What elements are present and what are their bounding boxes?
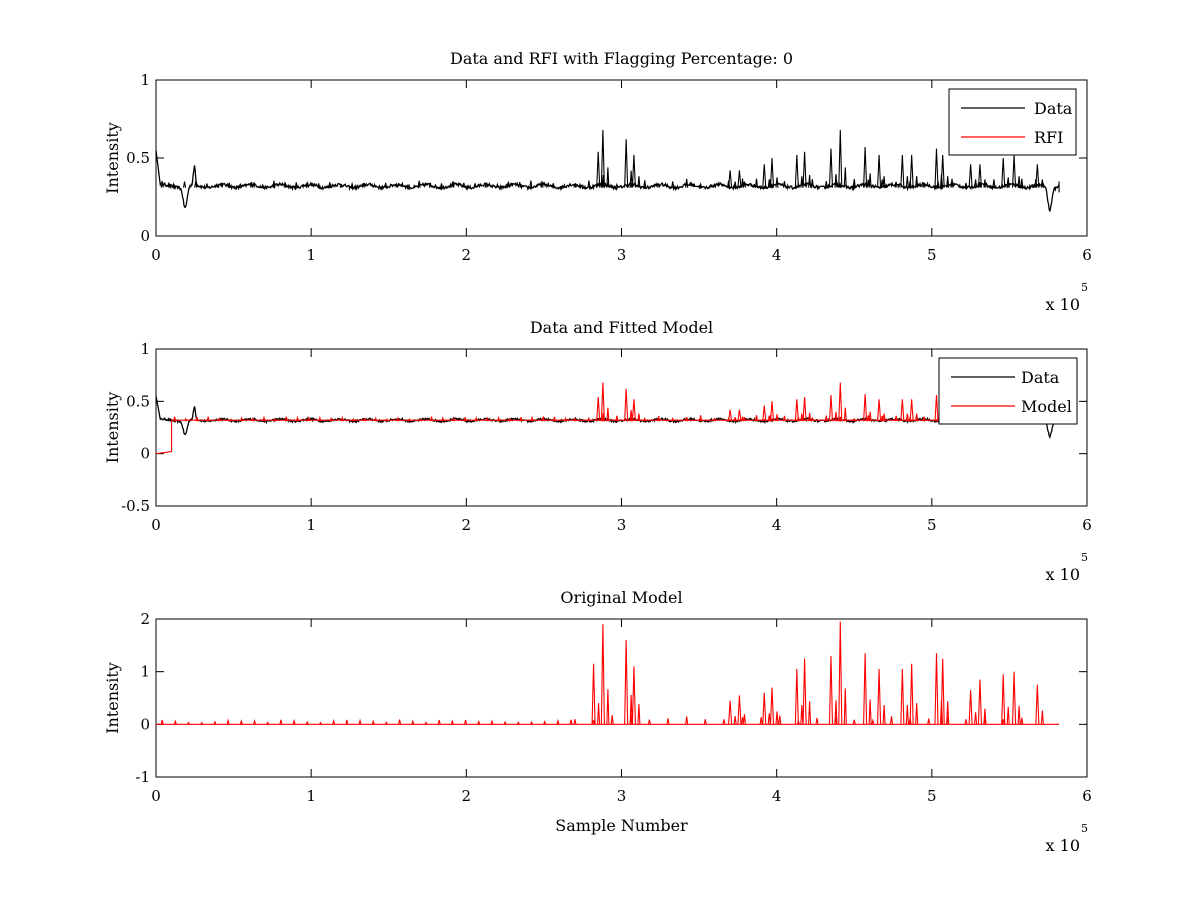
x-axis-label: Sample Number xyxy=(555,816,688,835)
x-tick-label: 2 xyxy=(462,246,472,264)
y-tick-label: 1 xyxy=(140,340,150,358)
plot-lines xyxy=(156,129,1060,212)
x-tick-label: 0 xyxy=(151,516,161,534)
legend: Data Model xyxy=(938,357,1078,425)
x-tick-label: 6 xyxy=(1082,787,1092,805)
x-tick-label: 4 xyxy=(772,516,782,534)
x-tick-label: 1 xyxy=(306,787,316,805)
y-axis-label: Intensity xyxy=(103,392,122,464)
series-original-model-line xyxy=(156,621,1060,725)
legend-label: Model xyxy=(1021,397,1072,416)
legend-label: Data xyxy=(1021,368,1060,387)
legend: Data RFI xyxy=(948,88,1077,156)
x-axis-exponent: x 10 xyxy=(1046,565,1080,584)
x-tick-label: 2 xyxy=(462,787,472,805)
x-tick-label: 3 xyxy=(617,246,627,264)
y-axis-label: Intensity xyxy=(103,662,122,734)
x-tick-label: 5 xyxy=(927,516,937,534)
x-tick-label: 0 xyxy=(151,246,161,264)
y-tick-label: 1 xyxy=(140,71,150,89)
x-axis-exponent-power: 5 xyxy=(1081,281,1088,294)
y-tick-label: 0.5 xyxy=(126,392,150,410)
subplot-data-and-rfi: Data and RFI with Flagging Percentage: 0… xyxy=(103,49,1092,314)
legend-label: Data xyxy=(1034,99,1073,118)
y-tick-label: 0.5 xyxy=(126,149,150,167)
y-tick-label: -0.5 xyxy=(121,497,150,515)
x-tick-label: 3 xyxy=(617,787,627,805)
x-axis-exponent: x 10 xyxy=(1046,295,1080,314)
x-tick-label: 2 xyxy=(462,516,472,534)
x-axis-exponent-power: 5 xyxy=(1081,551,1088,564)
plot-lines xyxy=(156,621,1060,725)
y-tick-label: 1 xyxy=(140,663,150,681)
plot-lines xyxy=(156,382,1060,455)
x-tick-label: 6 xyxy=(1082,516,1092,534)
plot-area-frame xyxy=(155,79,1088,237)
y-tick-label: 0 xyxy=(140,445,150,463)
x-tick-label: 4 xyxy=(772,787,782,805)
x-tick-label: 0 xyxy=(151,787,161,805)
series-model-line xyxy=(156,382,1060,455)
series-data-peaks xyxy=(160,129,1060,193)
x-tick-label: 1 xyxy=(306,246,316,264)
legend-label: RFI xyxy=(1034,128,1063,147)
x-axis-exponent-power: 5 xyxy=(1081,822,1088,835)
x-tick-label: 4 xyxy=(772,246,782,264)
x-tick-label: 5 xyxy=(927,246,937,264)
chart-title: Data and Fitted Model xyxy=(530,318,713,337)
y-tick-label: -1 xyxy=(135,768,150,786)
y-tick-label: 0 xyxy=(140,227,150,245)
x-axis-exponent: x 10 xyxy=(1046,836,1080,855)
x-tick-label: 6 xyxy=(1082,246,1092,264)
y-tick-label: 2 xyxy=(140,610,150,628)
plot-area-frame xyxy=(155,618,1088,778)
y-tick-label: 0 xyxy=(140,715,150,733)
x-tick-label: 1 xyxy=(306,516,316,534)
y-axis-label: Intensity xyxy=(103,122,122,194)
chart-title: Data and RFI with Flagging Percentage: 0 xyxy=(450,49,793,68)
x-tick-label: 5 xyxy=(927,787,937,805)
x-tick-label: 3 xyxy=(617,516,627,534)
chart-title: Original Model xyxy=(560,588,682,607)
